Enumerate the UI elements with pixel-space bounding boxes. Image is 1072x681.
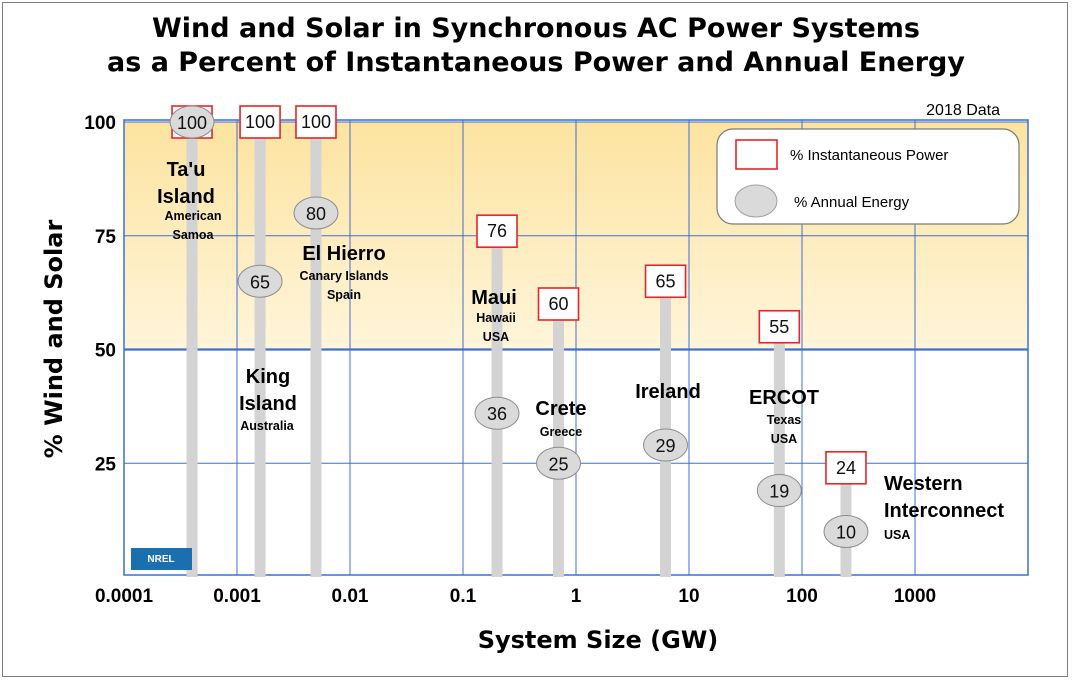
instantaneous-box: [825, 450, 867, 485]
system-region: USA: [771, 432, 797, 446]
x-tick-label: 1000: [894, 586, 936, 607]
chart-title-line-2: as a Percent of Instantaneous Power and …: [107, 47, 965, 78]
x-tick-label: 1: [571, 586, 582, 607]
legend-label-instantaneous: % Instantaneous Power: [790, 147, 948, 164]
system-name: Interconnect: [884, 500, 1004, 522]
chart-title-line-1: Wind and Solar in Synchronous AC Power S…: [152, 13, 920, 44]
system-name: Crete: [535, 398, 586, 420]
system-bar: [773, 326, 785, 577]
system-region: Canary Islands: [300, 269, 389, 283]
instantaneous-value: 55: [769, 317, 789, 337]
instantaneous-box: [239, 105, 281, 139]
annual-value: 65: [250, 272, 270, 292]
x-tick-label: 0.001: [213, 586, 261, 607]
annual-value: 36: [487, 404, 507, 424]
annual-circle: [237, 264, 283, 298]
legend-swatch-instantaneous: [735, 139, 778, 170]
instantaneous-box: [644, 264, 687, 299]
annual-value: 100: [177, 113, 207, 133]
x-axis-label: System Size (GW): [478, 626, 719, 654]
annual-value: 25: [548, 454, 568, 474]
x-tick-label: 0.0001: [95, 586, 154, 607]
annual-circle: [474, 396, 520, 430]
instantaneous-value: 60: [548, 294, 568, 314]
x-tick-label: 0.01: [332, 586, 369, 607]
system-region: USA: [884, 528, 910, 542]
system-name: Maui: [471, 287, 517, 309]
annual-circle: [643, 428, 689, 462]
instantaneous-value: 76: [487, 221, 507, 241]
annual-circle: [293, 196, 339, 230]
annual-value: 80: [306, 204, 326, 224]
annual-value: 10: [836, 523, 856, 543]
annual-circle: [169, 105, 215, 139]
system-region: Hawaii: [476, 311, 516, 325]
system-bar: [552, 304, 564, 577]
instantaneous-box: [758, 309, 801, 344]
legend: % Instantaneous Power % Annual Energy: [716, 128, 1020, 225]
plot-border: [123, 119, 1029, 576]
legend-label-annual: % Annual Energy: [794, 194, 910, 211]
y-axis-label: % Wind and Solar: [40, 220, 68, 459]
x-tick-label: 100: [786, 586, 818, 607]
system-bar: [186, 122, 198, 577]
x-tick-label: 10: [678, 586, 699, 607]
y-tick-label: 50: [95, 341, 116, 362]
instantaneous-box: [537, 287, 580, 321]
system-name: Island: [157, 186, 215, 208]
legend-box: [716, 128, 1020, 225]
nrel-logo-badge: [131, 548, 192, 570]
system-region: Samoa: [173, 228, 215, 242]
system-region: Spain: [327, 288, 361, 302]
system-region: Australia: [240, 419, 295, 433]
system-region: Texas: [767, 413, 802, 427]
system-name: Ta'u: [167, 159, 206, 181]
system-name: Island: [239, 393, 297, 415]
x-tick-label: 0.1: [450, 586, 477, 607]
system-region: USA: [483, 330, 509, 344]
system-name: ERCOT: [749, 387, 819, 409]
instantaneous-value: 100: [245, 112, 275, 132]
annual-circle: [535, 446, 581, 480]
annual-value: 29: [656, 436, 676, 456]
annual-circle: [823, 515, 869, 548]
instantaneous-box: [295, 105, 337, 139]
legend-swatch-annual: [734, 184, 778, 218]
system-name: King: [246, 366, 290, 388]
y-tick-label: 25: [95, 454, 117, 475]
annual-value: 19: [769, 482, 789, 502]
instantaneous-value: 24: [836, 458, 856, 478]
system-region: American: [165, 209, 222, 223]
y-tick-label: 75: [95, 227, 117, 248]
y-tick-label: 100: [84, 113, 116, 134]
annual-circle: [756, 474, 802, 508]
system-bar: [254, 122, 266, 577]
system-bar: [310, 122, 322, 577]
system-region: Greece: [540, 425, 582, 439]
nrel-logo-text: NREL: [147, 554, 174, 565]
system-name: Western: [884, 473, 963, 495]
instantaneous-value: 100: [301, 112, 331, 132]
system-name: El Hierro: [302, 243, 385, 265]
system-name: Ireland: [635, 381, 701, 403]
instantaneous-value: 65: [656, 271, 676, 291]
instantaneous-box: [476, 214, 518, 248]
year-note: 2018 Data: [926, 102, 1000, 119]
nrel-logo: NREL: [131, 548, 192, 570]
